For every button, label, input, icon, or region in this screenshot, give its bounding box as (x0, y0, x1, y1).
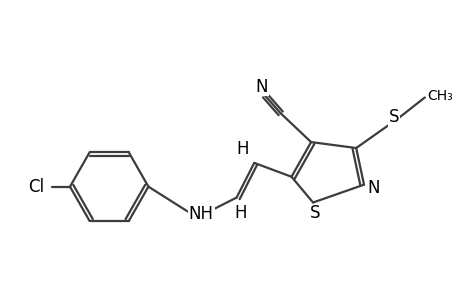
Text: N: N (255, 78, 268, 96)
Text: H: H (234, 204, 246, 222)
Text: H: H (236, 140, 248, 158)
Text: S: S (309, 204, 319, 222)
Text: N: N (367, 178, 379, 196)
Text: Cl: Cl (28, 178, 45, 196)
Text: CH₃: CH₃ (427, 89, 453, 103)
Text: S: S (388, 108, 399, 126)
Text: NH: NH (188, 206, 213, 224)
